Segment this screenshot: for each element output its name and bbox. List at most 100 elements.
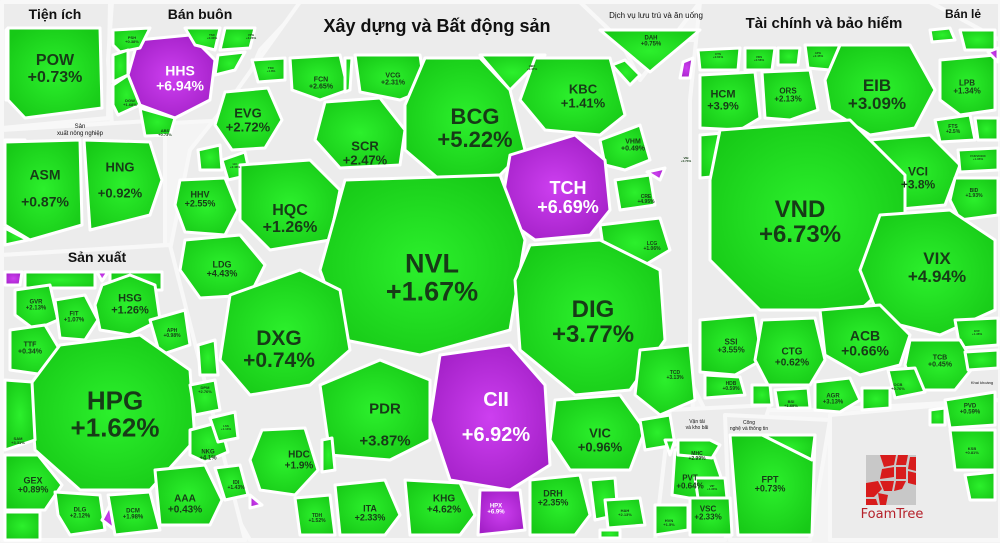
cell-label-GVR[interactable]: GVR +2.13% <box>25 299 47 312</box>
cell-label-SCR[interactable]: SCR +2.47% <box>342 138 388 167</box>
cell-FCN <box>288 53 350 102</box>
cell-label-DAH[interactable]: DAH +0.75% <box>640 35 662 48</box>
cell-label-HVN[interactable]: HVN +1.5% <box>663 517 675 527</box>
cell-LSS <box>208 410 240 444</box>
cell-label-BID[interactable]: BID +1.93% <box>965 187 983 199</box>
cell-label-CTS[interactable]: CTS +2.61% <box>712 51 724 59</box>
cell-label-KHG[interactable]: KHG +4.62% <box>426 493 462 515</box>
cell-label-BSI[interactable]: BSI +1.69% <box>784 398 798 408</box>
cell-label-ACB[interactable]: ACB +0.66% <box>841 327 889 358</box>
cell-label-VDS[interactable]: VDS +2.58% <box>753 54 765 62</box>
cell-label-DGW[interactable]: DGW +1.68% <box>123 97 137 107</box>
cell-label-PVT[interactable]: PVT +0.64% <box>676 473 704 491</box>
cell-label-LPB[interactable]: LPB +1.34% <box>953 78 981 96</box>
cell-label-ASM[interactable]: ASM +0.87% <box>21 166 69 209</box>
cell-label-DPM[interactable]: DPM +2.76% <box>198 384 212 394</box>
cell-label-VHM[interactable]: VHM +0.49% <box>621 138 645 153</box>
cell-label-CII[interactable]: CII +6.92% <box>461 389 531 446</box>
cell-label-GEX[interactable]: GEX +0.89% <box>17 475 49 495</box>
cell-label-HCM[interactable]: HCM +3.9% <box>707 88 739 112</box>
cell-label-FCN[interactable]: FCN +2.65% <box>309 76 333 91</box>
cell-DRH <box>528 473 592 537</box>
cell-label-APH[interactable]: APH +0.98% <box>163 327 181 339</box>
cell-label-VCG[interactable]: VCG +2.31% <box>381 72 405 87</box>
cell-label-VCI[interactable]: VCI +3.8% <box>900 164 936 191</box>
cell-label-LSS[interactable]: LSS +1.13% <box>220 423 232 431</box>
cell-label-HHV[interactable]: HHV +2.55% <box>184 189 216 209</box>
cell-label-DLG[interactable]: DLG +2.12% <box>69 507 91 520</box>
cell-label-HPX[interactable]: HPX +6.9% <box>487 503 505 516</box>
cell-label-NVL[interactable]: NVL +1.67% <box>385 248 479 307</box>
cell-label-FIT[interactable]: FIT +1.07% <box>63 311 85 324</box>
cell-IDI <box>213 463 250 502</box>
cell-label-LDG[interactable]: LDG +4.43% <box>206 259 238 279</box>
cell-KHG <box>403 478 477 537</box>
cell-label-HDB[interactable]: HDB +0.59% <box>722 380 740 392</box>
cell-DIG <box>513 238 667 397</box>
cell-label-LCG[interactable]: LCG +1.06% <box>643 240 661 252</box>
cell-label-CTG[interactable]: CTG +0.62% <box>774 346 810 368</box>
cell-label-TDH[interactable]: TDH +1.52% <box>308 512 326 524</box>
cell-label-TTF[interactable]: TTF +0.34% <box>18 341 42 356</box>
cell-label-FPT[interactable]: FPT +0.73% <box>754 474 786 494</box>
cell-label-PSH[interactable]: PSH +0.38% <box>125 34 139 44</box>
cell-label-AGR[interactable]: AGR +3.13% <box>822 393 844 406</box>
cell-label-HHS[interactable]: HHS +6.94% <box>156 62 204 93</box>
cell-label-HSG[interactable]: HSG +1.26% <box>111 292 149 316</box>
cell-label-FUEVN100[interactable]: FUEVN100 +1.96% <box>970 153 986 161</box>
group-title-xay-dung: Xây dựng và Bất động sản <box>323 16 551 36</box>
cell-label-EIB[interactable]: EIB +3.09% <box>847 76 907 113</box>
cell-label-PDR[interactable]: PDR +3.87% <box>359 400 411 449</box>
cell-label-FTS[interactable]: FTS +2.5% <box>945 123 961 135</box>
cell-label-HBC[interactable]: HBC +0.47% <box>526 63 538 71</box>
cell-label-VPG[interactable]: VPG +3.23% <box>245 32 257 40</box>
cell-label-TSC[interactable]: TSC +0.33% <box>206 32 218 40</box>
cell-label-AAA[interactable]: AAA +0.43% <box>167 493 203 515</box>
cell-label-VSC[interactable]: VSC +2.33% <box>694 504 722 522</box>
cell-label-NKG[interactable]: NKG +4.1% <box>199 449 217 462</box>
cell-DCM <box>106 490 162 537</box>
cell-label-DRH[interactable]: DRH +2.35% <box>537 488 569 508</box>
cell-label-VIP[interactable]: VIP +1.33% <box>706 483 718 491</box>
cell-label-VND[interactable]: VND +6.73% <box>758 195 842 248</box>
cell-label-CRE[interactable]: CRE +4.95% <box>637 193 655 205</box>
cell-label-LIC[interactable]: LIC +2.43% <box>229 161 241 169</box>
cell-label-SAM[interactable]: SAM +3.31% <box>11 435 25 445</box>
cell-label-MHC[interactable]: MHC +2.99% <box>688 450 706 462</box>
cell-label-BCG[interactable]: BCG +5.22% <box>437 103 513 152</box>
cell-label-OCB[interactable]: OCB +0.76% <box>891 381 905 391</box>
cell-label-TCB[interactable]: TCB +0.45% <box>928 354 952 369</box>
cell-label-TCD[interactable]: TCD +3.13% <box>666 369 684 381</box>
cell-BSI <box>773 386 812 410</box>
cell-VDS <box>743 46 777 72</box>
cell-HCM <box>698 70 762 132</box>
cell-label-ORS[interactable]: ORS +2.13% <box>774 86 802 104</box>
cell-label-HDC[interactable]: HDC +1.9% <box>284 449 314 471</box>
cell-label-POW[interactable]: POW +0.73% <box>27 52 83 86</box>
cell-label-DCM[interactable]: DCM +1.98% <box>122 508 144 521</box>
cell-label-EVF[interactable]: EVF +1.38% <box>971 328 983 336</box>
cell-label-HPG[interactable]: HPG +1.62% <box>70 385 160 443</box>
cell-label-DIG[interactable]: DIG +3.77% <box>551 295 635 348</box>
cell-label-ABS[interactable]: ABS +0.73% <box>158 127 172 137</box>
cell-label-HQC[interactable]: HQC +1.26% <box>262 202 318 236</box>
cell-label-VIC[interactable]: VIC +0.96% <box>577 425 623 454</box>
cell-label-APG[interactable]: APG +2.45% <box>812 50 824 58</box>
cell-PVD <box>943 390 997 430</box>
cell-label-HNG[interactable]: HNG +0.92% <box>97 159 143 200</box>
cell-label-IDI[interactable]: IDI +1.43% <box>227 479 245 491</box>
cell-label-VIB[interactable]: VIB +0.73% <box>680 155 692 163</box>
cell-label-HAH[interactable]: HAH +2.13% <box>618 507 632 517</box>
cell-label-SSI[interactable]: SSI +3.55% <box>717 337 745 355</box>
cell-label-PVD[interactable]: PVD +0.59% <box>959 403 981 416</box>
cell-label-TCH[interactable]: TCH +6.69% <box>537 178 599 217</box>
cell-label-KSB[interactable]: KSB +0.81% <box>965 445 979 455</box>
cell-label-ITA[interactable]: ITA +2.33% <box>354 503 386 523</box>
cell-label-KBC[interactable]: KBC +1.41% <box>560 81 606 110</box>
cell-label-EVG[interactable]: EVG +2.72% <box>225 105 271 134</box>
cell-CII <box>428 343 552 492</box>
cell-label-DXG[interactable]: DXG +0.74% <box>243 326 315 372</box>
cell-label-TDC[interactable]: TDC +1.8% <box>266 65 276 73</box>
cell-label-VIX[interactable]: VIX +4.94% <box>907 249 967 286</box>
